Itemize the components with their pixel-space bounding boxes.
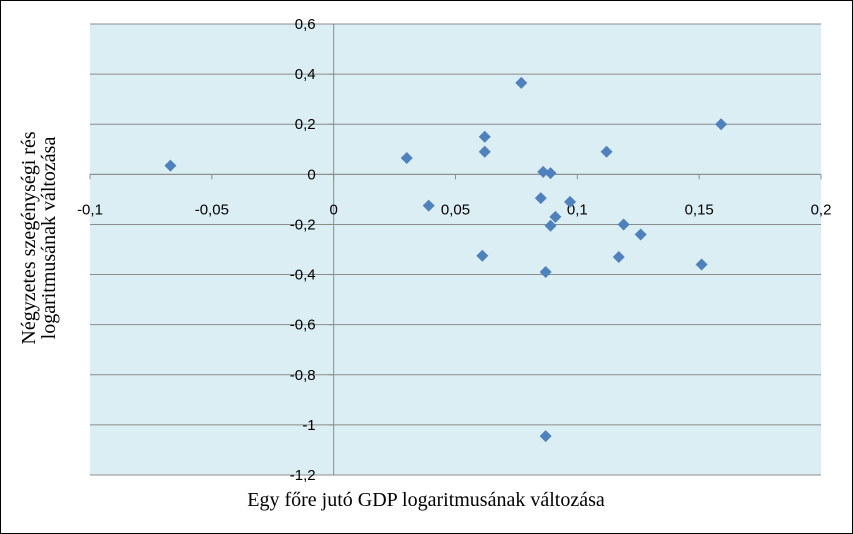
data-point (534, 192, 547, 205)
y-tick-label: -1,2 (290, 467, 316, 484)
y-tick-label: 0,4 (295, 66, 316, 83)
x-axis-title: Egy főre jutó GDP logaritmusának változá… (247, 489, 605, 511)
x-tick-label: -0,1 (77, 201, 103, 218)
y-tick-label: 0,2 (295, 116, 316, 133)
data-point (478, 130, 491, 143)
data-point (612, 251, 625, 264)
y-axis-title-line-2: logaritmusának változása (38, 137, 60, 340)
data-point (564, 195, 577, 208)
y-tick-label: -0,6 (290, 317, 316, 334)
data-point (164, 159, 177, 172)
y-axis-title-line-1: Négyzetes szegénységi rés (18, 131, 40, 344)
y-tick-label: -1 (302, 417, 315, 434)
y-tick-label: -0,4 (290, 267, 316, 284)
data-point (617, 218, 630, 231)
data-point (539, 430, 552, 443)
x-tick-label: 0,05 (441, 201, 470, 218)
x-tick-label: 0,2 (811, 201, 832, 218)
data-point (715, 118, 728, 131)
plot-background (90, 24, 821, 475)
data-point (549, 210, 562, 223)
data-point (476, 249, 489, 262)
x-tick-label: 0 (329, 201, 337, 218)
data-point (634, 228, 647, 241)
data-point (544, 219, 557, 232)
y-tick-label: -0,2 (290, 216, 316, 233)
data-point (422, 199, 435, 212)
x-tick-label: 0,15 (685, 201, 714, 218)
y-tick-label: -0,8 (290, 367, 316, 384)
data-point (537, 165, 550, 178)
data-point (515, 76, 528, 89)
y-tick-label: 0 (307, 166, 315, 183)
y-tick-label: 0,6 (295, 16, 316, 33)
data-point (695, 258, 708, 271)
data-point (478, 145, 491, 158)
data-point (600, 145, 613, 158)
data-point (539, 266, 552, 279)
data-point (544, 167, 557, 180)
x-tick-label: -0,05 (195, 201, 229, 218)
data-point (400, 152, 413, 165)
